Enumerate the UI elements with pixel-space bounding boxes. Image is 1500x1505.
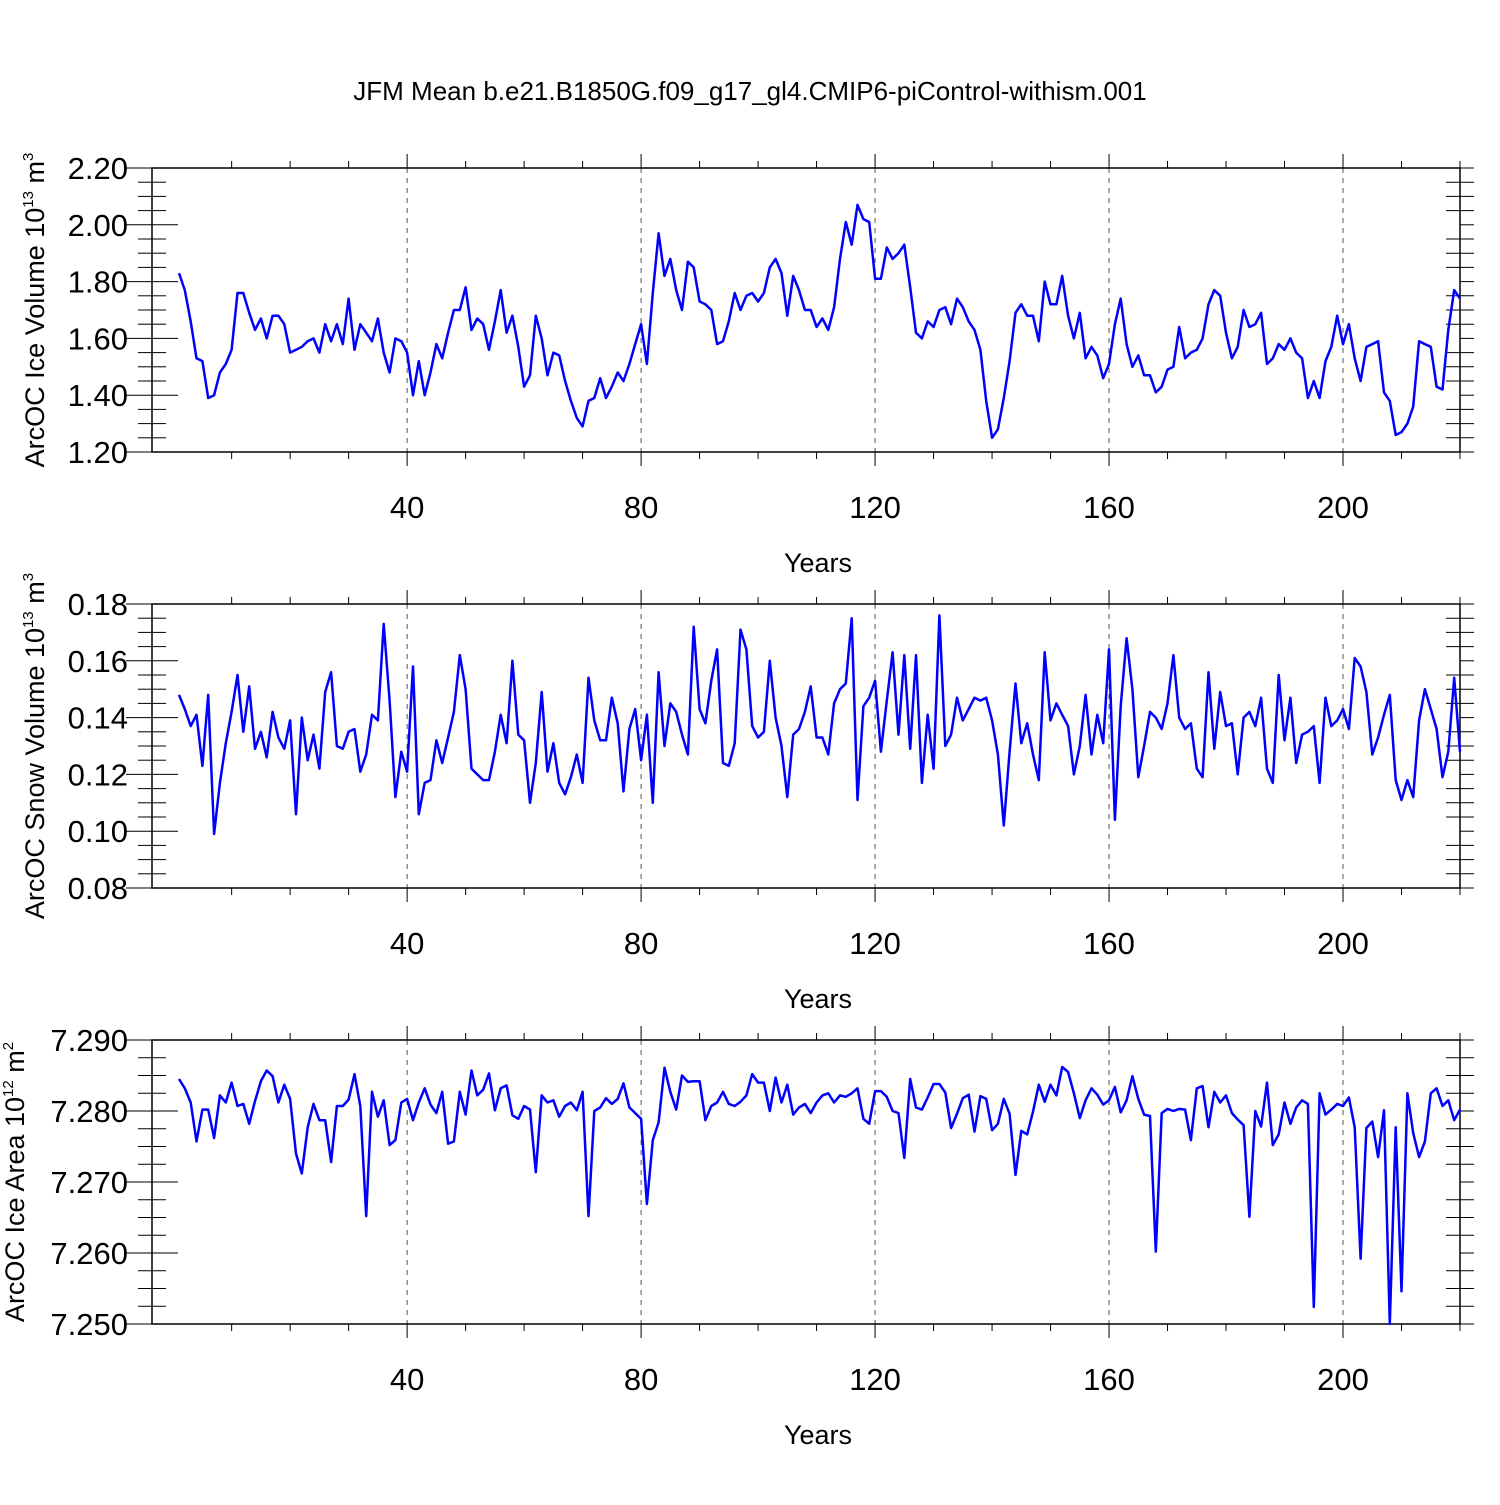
x-axis-title: Years — [784, 1420, 852, 1450]
y-tick-label: 1.80 — [68, 265, 128, 300]
x-tick-label: 80 — [624, 926, 658, 961]
x-tick-label: 80 — [624, 1362, 658, 1397]
x-tick-label: 200 — [1317, 490, 1369, 525]
x-tick-label: 40 — [390, 490, 424, 525]
y-tick-label: 7.280 — [50, 1094, 128, 1129]
y-axis-title: ArcOC Ice Volume 1013 m3 — [20, 153, 50, 468]
x-tick-label: 40 — [390, 1362, 424, 1397]
y-axis-title-main: ArcOC Ice Volume 10 — [20, 208, 50, 468]
panel-3: 40 80 120 160 200 7.250 7.260 7.270 7.280 7.290 Ye… — [0, 1023, 1474, 1450]
y-axis-title-exp: 12 — [0, 1080, 17, 1097]
y-tick-label: 1.20 — [68, 435, 128, 470]
series-line — [177, 614, 1462, 836]
y-tick-label: 0.14 — [68, 701, 128, 736]
x-tick-label: 200 — [1317, 1362, 1369, 1397]
y-tick-label: 0.12 — [68, 757, 128, 792]
y-tick-label: 0.08 — [68, 871, 128, 906]
y-tick-label: 7.250 — [50, 1307, 128, 1342]
y-tick-label: 7.270 — [50, 1165, 128, 1200]
y-tick-label: 0.10 — [68, 814, 128, 849]
y-axis-title: ArcOC Snow Volume 1013 m3 — [20, 573, 50, 919]
plot-frame — [151, 1039, 1461, 1325]
y-axis-title-unit: m — [20, 161, 50, 191]
y-axis-title-unit: m — [0, 1050, 30, 1080]
x-tick-label: 200 — [1317, 926, 1369, 961]
y-axis-title-unit-exp: 3 — [20, 153, 37, 161]
panel-1: 40 80 120 160 200 1.20 1.40 1.60 1.80 2.00 2.20 Yea… — [20, 151, 1474, 578]
figure-title: JFM Mean b.e21.B1850G.f09_g17_gl4.CMIP6-… — [353, 76, 1146, 106]
x-tick-label: 40 — [390, 926, 424, 961]
x-tick-label: 160 — [1083, 490, 1135, 525]
y-tick-label: 1.60 — [68, 321, 128, 356]
plot-frame — [151, 603, 1461, 889]
x-tick-label: 160 — [1083, 926, 1135, 961]
y-axis-title-unit: m — [20, 581, 50, 611]
y-tick-label: 0.16 — [68, 644, 128, 679]
y-tick-label: 7.290 — [50, 1023, 128, 1058]
y-axis-title-exp: 13 — [20, 191, 37, 208]
panels: 40 80 120 160 200 1.20 1.40 1.60 1.80 2.00 2.20 Yea… — [0, 151, 1474, 1450]
y-axis-title: ArcOC Ice Area 1012 m2 — [0, 1042, 30, 1322]
y-tick-label: 2.20 — [68, 151, 128, 186]
x-tick-label: 120 — [849, 1362, 901, 1397]
y-tick-label: 2.00 — [68, 208, 128, 243]
x-tick-label: 160 — [1083, 1362, 1135, 1397]
x-tick-label: 120 — [849, 490, 901, 525]
series-line — [177, 203, 1462, 440]
y-axis-title-main: ArcOC Ice Area 10 — [0, 1097, 30, 1322]
x-axis-title: Years — [784, 984, 852, 1014]
y-tick-label: 7.260 — [50, 1236, 128, 1271]
y-tick-label: 1.40 — [68, 378, 128, 413]
y-axis-title-unit-exp: 2 — [0, 1042, 17, 1050]
y-tick-label: 0.18 — [68, 587, 128, 622]
x-axis-title: Years — [784, 548, 852, 578]
x-tick-label: 120 — [849, 926, 901, 961]
panel-2: 40 80 120 160 200 0.08 0.10 0.12 0.14 0.16 0.18 Yea… — [20, 573, 1474, 1014]
series-line — [177, 1065, 1462, 1326]
y-axis-title-unit-exp: 3 — [20, 573, 37, 581]
x-tick-label: 80 — [624, 490, 658, 525]
y-axis-title-main: ArcOC Snow Volume 10 — [20, 628, 50, 919]
y-axis-title-exp: 13 — [20, 611, 37, 628]
